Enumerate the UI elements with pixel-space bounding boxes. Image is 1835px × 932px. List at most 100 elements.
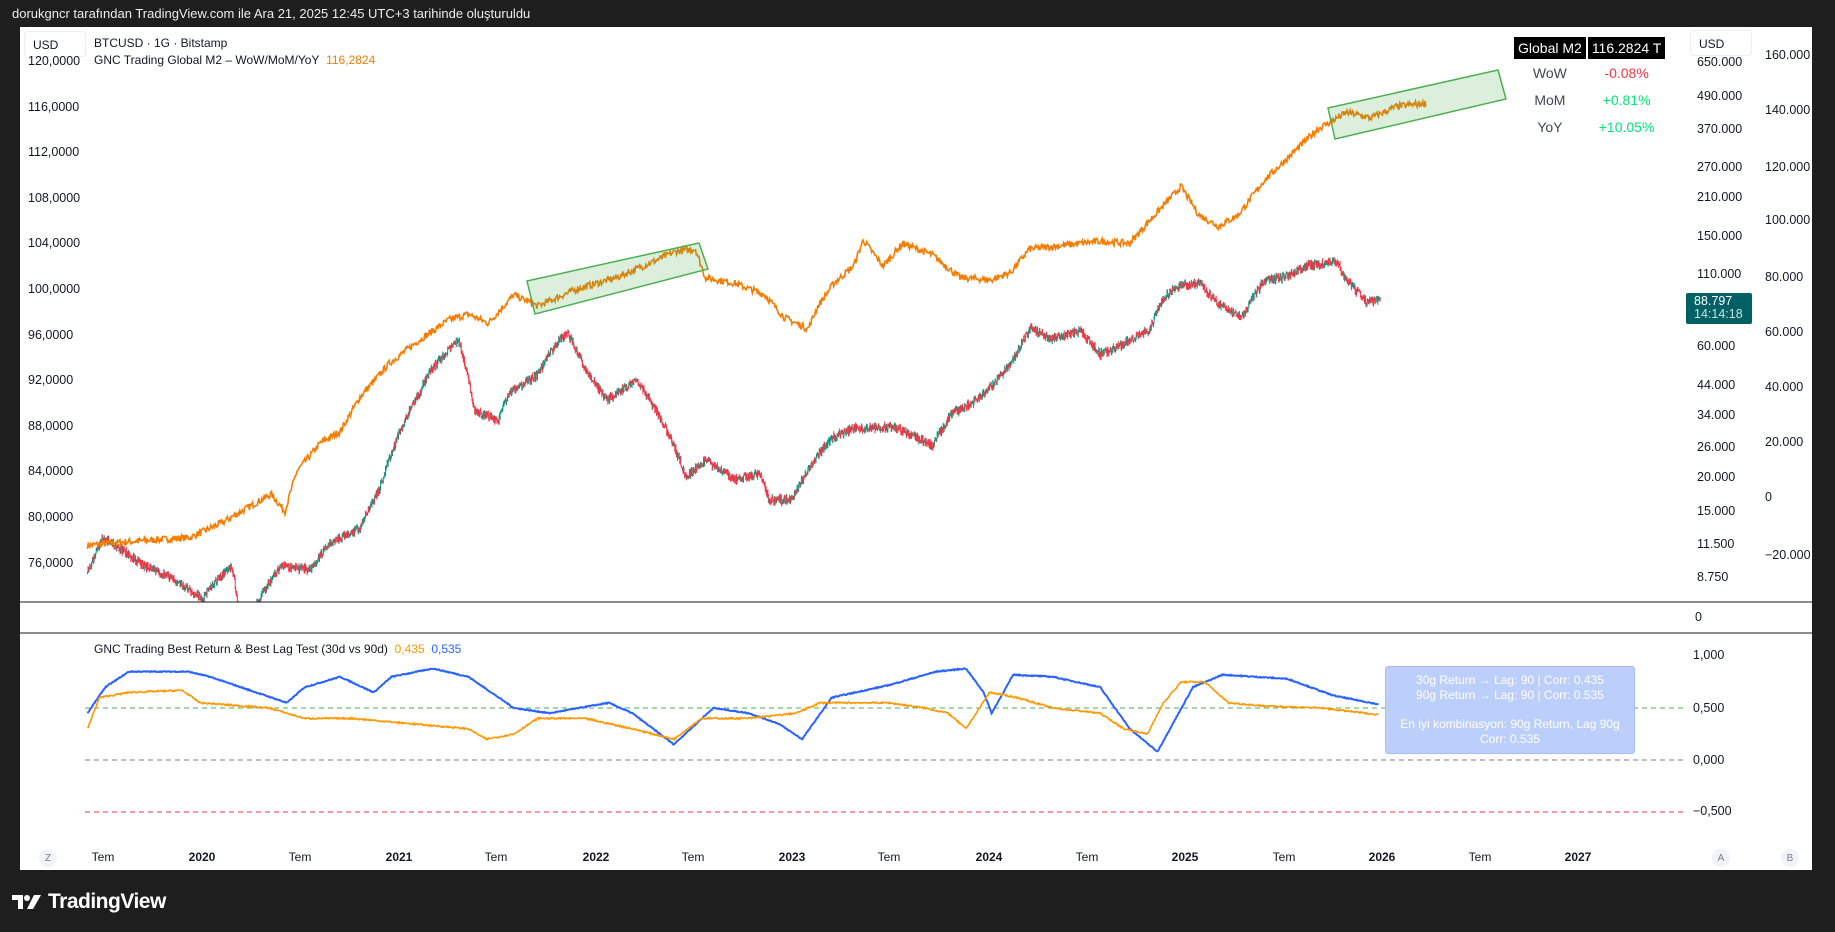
m2-row-label: WoW xyxy=(1532,64,1567,81)
time-tick: 2020 xyxy=(188,850,216,864)
time-tick: Tem xyxy=(288,850,312,864)
last-price-label: 88.797 14:14:18 xyxy=(1686,293,1752,324)
lower-axis-tick: −0,500 xyxy=(1693,804,1732,818)
time-tick: Tem xyxy=(1075,850,1099,864)
left-axis-tick: 108,0000 xyxy=(28,190,81,205)
lower-axis-tick: 1,000 xyxy=(1693,648,1725,662)
highlight-box-2025[interactable] xyxy=(1327,69,1507,140)
btc-axis-tick: 110.000 xyxy=(1697,267,1742,281)
tradingview-logo-icon xyxy=(12,895,41,909)
time-tick: Tem xyxy=(1272,850,1296,864)
btc-axis-tick: 650.000 xyxy=(1697,55,1743,69)
m2-row-yoy: YoY +10.05% xyxy=(1514,113,1665,140)
time-tick: 2023 xyxy=(778,850,806,864)
m2-row-value: +0.81% xyxy=(1602,91,1651,108)
time-tick: Tem xyxy=(1468,850,1492,864)
left-axis-tick: 92,0000 xyxy=(28,373,74,388)
btc-axis-tick: 60.000 xyxy=(1697,339,1736,353)
lower-axis-tick: 0,500 xyxy=(1693,701,1725,715)
left-axis-tick: 116,0000 xyxy=(28,99,80,114)
btc-axis-tick: 490.000 xyxy=(1697,89,1743,103)
currency-button-right[interactable]: USD xyxy=(1690,30,1752,56)
btc-axis-tick: 8.750 xyxy=(1697,570,1729,584)
btc-axis-tick: 34.000 xyxy=(1697,408,1736,422)
m2-row-label: MoM xyxy=(1534,91,1566,108)
btc-axis-tick: 26.000 xyxy=(1697,440,1736,454)
time-tick: 2024 xyxy=(975,850,1003,864)
corr-90d-line xyxy=(86,667,1379,753)
volume-axis-label: 0 xyxy=(1695,610,1702,624)
global-m2-line xyxy=(86,98,1427,549)
currency-button-left[interactable]: USD xyxy=(24,31,86,57)
btc-axis-tick: 44.000 xyxy=(1697,378,1736,392)
indicator-name: GNC Trading Global M2 – WoW/MoM/YoY xyxy=(94,53,320,67)
left-axis-tick: 76,0000 xyxy=(28,555,74,570)
left-axis-tick: 112,0000 xyxy=(28,145,80,160)
m2-row-value: -0.08% xyxy=(1604,64,1649,81)
left-axis-tick: 104,0000 xyxy=(28,236,81,251)
indicator-value: 116,2824 xyxy=(326,53,376,67)
left-axis-tick: 88,0000 xyxy=(28,418,74,433)
tradingview-wordmark: TradingView xyxy=(48,890,166,913)
zoom-button[interactable]: Z xyxy=(39,849,57,867)
tooltip-line: En iyi kombinasyon: 90g Return, Lag 90g xyxy=(1400,717,1620,731)
right-axis-2-tick: −20.000 xyxy=(1765,548,1811,562)
right-axis-2-tick: 160.000 xyxy=(1765,48,1811,62)
tooltip-line: Corr: 0.535 xyxy=(1479,732,1541,746)
left-axis-tick: 80,0000 xyxy=(28,510,74,524)
m2-row-mom: MoM +0.81% xyxy=(1514,86,1665,113)
m2-table-value: 116.2824 T xyxy=(1587,37,1666,59)
tooltip-line: 30g Return → Lag: 90 | Corr: 0.435 xyxy=(1416,673,1604,687)
lower-indicator-title: GNC Trading Best Return & Best Lag Test … xyxy=(94,642,388,656)
m2-row-wow: WoW -0.08% xyxy=(1514,59,1665,86)
symbol-legend[interactable]: BTCUSD · 1G · Bitstamp xyxy=(94,36,228,50)
auto-scale-button[interactable]: A xyxy=(1712,849,1730,867)
right-axis-2-tick: 120.000 xyxy=(1765,160,1811,174)
left-axis-tick: 96,0000 xyxy=(28,327,74,342)
left-axis-tick: 120,0000 xyxy=(28,54,81,68)
last-price: 88.797 xyxy=(1694,294,1733,308)
right-axis-2-tick: 40.000 xyxy=(1765,380,1804,394)
time-tick: 2027 xyxy=(1564,850,1592,864)
highlight-box-2022[interactable] xyxy=(526,242,709,315)
tradingview-logo[interactable]: TradingView xyxy=(12,890,166,914)
lower-indicator-legend[interactable]: GNC Trading Best Return & Best Lag Test … xyxy=(94,642,461,656)
right-axis-2-tick: 0 xyxy=(1765,490,1772,504)
btc-axis-tick: 15.000 xyxy=(1697,504,1736,518)
left-axis-tick: 84,0000 xyxy=(28,464,74,479)
btc-axis-tick: 270.000 xyxy=(1697,160,1743,174)
m2-table-title: Global M2 xyxy=(1514,37,1586,59)
btc-axis-tick: 11.500 xyxy=(1697,537,1735,551)
time-tick: Tem xyxy=(91,850,115,864)
time-tick: 2026 xyxy=(1368,850,1396,864)
btc-axis-tick: 20.000 xyxy=(1697,470,1736,484)
right-axis-2-tick: 20.000 xyxy=(1765,435,1804,449)
time-tick: Tem xyxy=(877,850,901,864)
chart-credit: dorukgncr tarafından TradingView.com ile… xyxy=(12,6,531,21)
right-axis-2-tick: 100.000 xyxy=(1765,213,1811,227)
time-tick: 2022 xyxy=(582,850,610,864)
m2-row-label: YoY xyxy=(1537,118,1563,135)
btc-candles-up xyxy=(87,257,1380,602)
m2-row-value: +10.05% xyxy=(1598,118,1655,135)
corr-90d-value: 0,535 xyxy=(431,642,462,656)
time-tick: Tem xyxy=(484,850,508,864)
right-axis-2-tick: 80.000 xyxy=(1765,270,1804,284)
tooltip-line: 90g Return → Lag: 90 | Corr: 0.535 xyxy=(1416,688,1604,702)
time-tick: 2021 xyxy=(385,850,413,864)
btc-axis-tick: 210.000 xyxy=(1697,190,1743,204)
lower-axis-tick: 0,000 xyxy=(1693,753,1725,767)
log-scale-button[interactable]: B xyxy=(1781,849,1799,867)
corr-30d-value: 0,435 xyxy=(394,642,425,656)
time-tick: Tem xyxy=(681,850,705,864)
right-axis-2-tick: 140.000 xyxy=(1765,103,1811,117)
global-m2-table: Global M2 116.2824 T WoW -0.08% MoM +0.81% … xyxy=(1512,37,1667,140)
btc-axis-tick: 150.000 xyxy=(1697,229,1743,243)
indicator-legend[interactable]: GNC Trading Global M2 – WoW/MoM/YoY 116,… xyxy=(94,53,375,67)
right-axis-2-tick: 60.000 xyxy=(1765,325,1804,339)
btc-candles-down xyxy=(87,257,1381,602)
correlation-tooltip: 30g Return → Lag: 90 | Corr: 0.435 90g R… xyxy=(1385,666,1635,754)
left-axis-tick: 100,0000 xyxy=(28,282,81,296)
time-tick: 2025 xyxy=(1171,850,1199,864)
